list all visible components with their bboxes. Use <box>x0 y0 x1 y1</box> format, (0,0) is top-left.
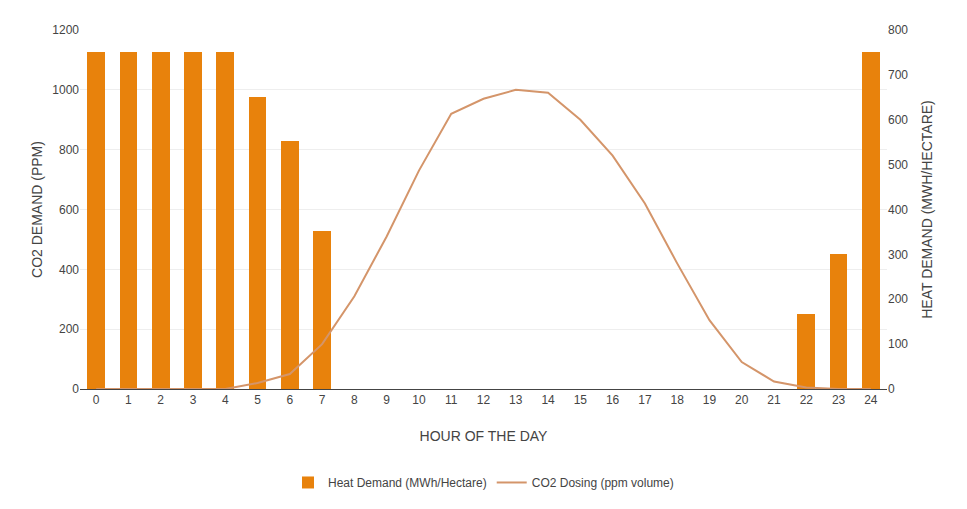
svg-text:21: 21 <box>767 393 781 407</box>
svg-text:10: 10 <box>412 393 426 407</box>
svg-text:9: 9 <box>383 393 390 407</box>
svg-text:CO2 DEMAND (PPM): CO2 DEMAND (PPM) <box>29 141 45 278</box>
svg-text:0: 0 <box>888 382 895 396</box>
svg-text:8: 8 <box>351 393 358 407</box>
svg-text:1: 1 <box>125 393 132 407</box>
svg-text:11: 11 <box>445 393 458 407</box>
svg-text:HEAT DEMAND (MWH/HECTARE): HEAT DEMAND (MWH/HECTARE) <box>919 100 935 319</box>
svg-text:13: 13 <box>509 393 523 407</box>
svg-text:200: 200 <box>59 322 79 336</box>
svg-text:18: 18 <box>671 393 685 407</box>
svg-text:1200: 1200 <box>52 23 79 37</box>
svg-text:16: 16 <box>606 393 620 407</box>
svg-text:7: 7 <box>319 393 326 407</box>
svg-text:15: 15 <box>574 393 588 407</box>
svg-text:19: 19 <box>703 393 717 407</box>
svg-text:12: 12 <box>477 393 491 407</box>
svg-text:100: 100 <box>888 337 908 351</box>
svg-text:3: 3 <box>190 393 197 407</box>
svg-text:17: 17 <box>638 393 652 407</box>
svg-text:600: 600 <box>59 203 79 217</box>
svg-text:0: 0 <box>93 393 100 407</box>
svg-text:HOUR OF THE DAY: HOUR OF THE DAY <box>420 428 548 444</box>
svg-text:600: 600 <box>888 113 908 127</box>
svg-text:800: 800 <box>59 143 79 157</box>
svg-text:CO2 Dosing (ppm volume): CO2 Dosing (ppm volume) <box>532 476 674 490</box>
svg-text:6: 6 <box>286 393 293 407</box>
svg-text:200: 200 <box>888 292 908 306</box>
svg-text:700: 700 <box>888 68 908 82</box>
svg-text:20: 20 <box>735 393 749 407</box>
svg-text:5: 5 <box>254 393 261 407</box>
svg-text:14: 14 <box>541 393 555 407</box>
svg-text:24: 24 <box>864 393 878 407</box>
svg-text:400: 400 <box>59 263 79 277</box>
svg-text:500: 500 <box>888 158 908 172</box>
svg-text:1000: 1000 <box>52 83 79 97</box>
svg-text:2: 2 <box>157 393 164 407</box>
svg-text:4: 4 <box>222 393 229 407</box>
svg-text:800: 800 <box>888 23 908 37</box>
svg-text:Heat Demand (MWh/Hectare): Heat Demand (MWh/Hectare) <box>328 476 487 490</box>
svg-text:400: 400 <box>888 203 908 217</box>
svg-text:300: 300 <box>888 248 908 262</box>
svg-text:23: 23 <box>832 393 846 407</box>
svg-text:0: 0 <box>72 382 79 396</box>
svg-text:22: 22 <box>800 393 814 407</box>
